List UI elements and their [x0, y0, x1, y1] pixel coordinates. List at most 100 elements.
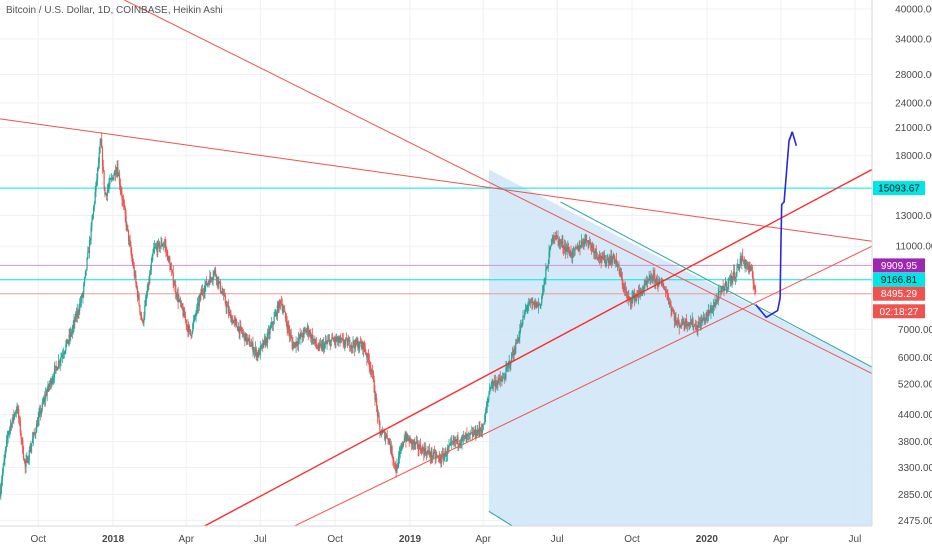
candle-body: [481, 429, 483, 433]
candle-body: [680, 325, 682, 326]
candle-body: [527, 305, 529, 307]
candle-body: [443, 455, 445, 460]
candle-body: [121, 193, 123, 200]
candle-body: [257, 353, 259, 357]
candle-body: [170, 268, 172, 270]
price-tick-label: 21000.00: [895, 123, 932, 134]
candle-body: [533, 301, 536, 307]
candle-body: [60, 357, 62, 361]
candle-body: [688, 322, 690, 327]
candle-body: [133, 266, 135, 276]
candle-body: [288, 325, 290, 331]
candle-body: [109, 179, 111, 185]
candle-body: [138, 295, 140, 306]
candle-body: [371, 371, 374, 373]
trendline: [201, 168, 873, 529]
candle-body: [664, 289, 666, 290]
candle-body: [179, 299, 181, 301]
candle-body: [6, 437, 8, 441]
candle-body: [400, 448, 402, 451]
candle-body: [122, 199, 124, 201]
candle-body: [62, 354, 65, 356]
candle-body: [630, 302, 632, 304]
candle-body: [592, 245, 594, 248]
candle-body: [228, 312, 230, 314]
candle-body: [531, 301, 533, 303]
candle-body: [679, 325, 681, 328]
candle-body: [434, 452, 436, 459]
candle-body: [563, 246, 566, 250]
candle-body: [510, 362, 512, 366]
candle-body: [409, 438, 411, 443]
candle-body: [705, 313, 707, 319]
candle-body: [377, 415, 379, 417]
candle-body: [415, 441, 418, 443]
candle-body: [381, 431, 383, 435]
candle-body: [0, 487, 2, 496]
candle-body: [137, 295, 139, 298]
candle-body: [462, 435, 464, 437]
candle-body: [650, 279, 653, 281]
candle-body: [520, 325, 523, 327]
candle-body: [81, 295, 83, 297]
candle-body: [250, 345, 252, 347]
candle-body: [662, 283, 664, 288]
price-tag-background: [873, 258, 925, 273]
candle-body: [222, 292, 224, 295]
candle-body: [168, 256, 170, 262]
candle-body: [297, 338, 300, 345]
candle-body: [213, 271, 215, 277]
candle-body: [29, 449, 31, 452]
candle-body: [425, 453, 427, 456]
candle-body: [505, 367, 507, 378]
candle-body: [389, 439, 391, 445]
candle-body: [328, 340, 331, 341]
candle-body: [508, 361, 510, 364]
candle-body: [467, 433, 470, 435]
candle-body: [151, 256, 153, 263]
candle-body: [303, 330, 305, 331]
candle-body: [737, 264, 740, 270]
candle-body: [555, 235, 557, 239]
candle-body: [590, 244, 592, 249]
candle-body: [123, 200, 125, 205]
candle-body: [308, 334, 310, 336]
candle-body: [603, 255, 605, 260]
candle-body: [92, 214, 94, 221]
candle-body: [627, 296, 629, 299]
candle-body: [512, 350, 514, 357]
candle-body: [110, 179, 112, 180]
candle-body: [681, 325, 683, 326]
candle-body: [496, 383, 498, 385]
candle-body: [516, 339, 518, 344]
candle-body: [94, 191, 96, 203]
price-tick-label: 4400.00: [898, 410, 932, 421]
candle-body: [690, 321, 693, 325]
candle-body: [719, 291, 721, 293]
candle-body: [347, 341, 349, 346]
candle-body: [422, 447, 424, 450]
candle-body: [12, 414, 14, 421]
candle-body: [604, 255, 606, 264]
candle-body: [19, 420, 21, 434]
candle-body: [97, 163, 100, 168]
price-tag-background: [873, 181, 925, 196]
candle-body: [105, 193, 107, 195]
candle-body: [67, 340, 69, 344]
candle-body: [290, 334, 292, 338]
candle-body: [374, 392, 376, 400]
candle-body: [185, 319, 187, 326]
candle-body: [337, 336, 339, 343]
candle-body: [687, 324, 689, 327]
candle-body: [432, 456, 434, 458]
candle-body: [131, 252, 133, 258]
candle-body: [46, 390, 48, 396]
candle-body: [458, 443, 460, 445]
candle-body: [632, 295, 634, 297]
candle-body: [644, 283, 646, 285]
candle-body: [692, 319, 694, 328]
candle-body: [318, 343, 320, 350]
candle-body: [410, 439, 413, 445]
candle-body: [564, 246, 566, 252]
